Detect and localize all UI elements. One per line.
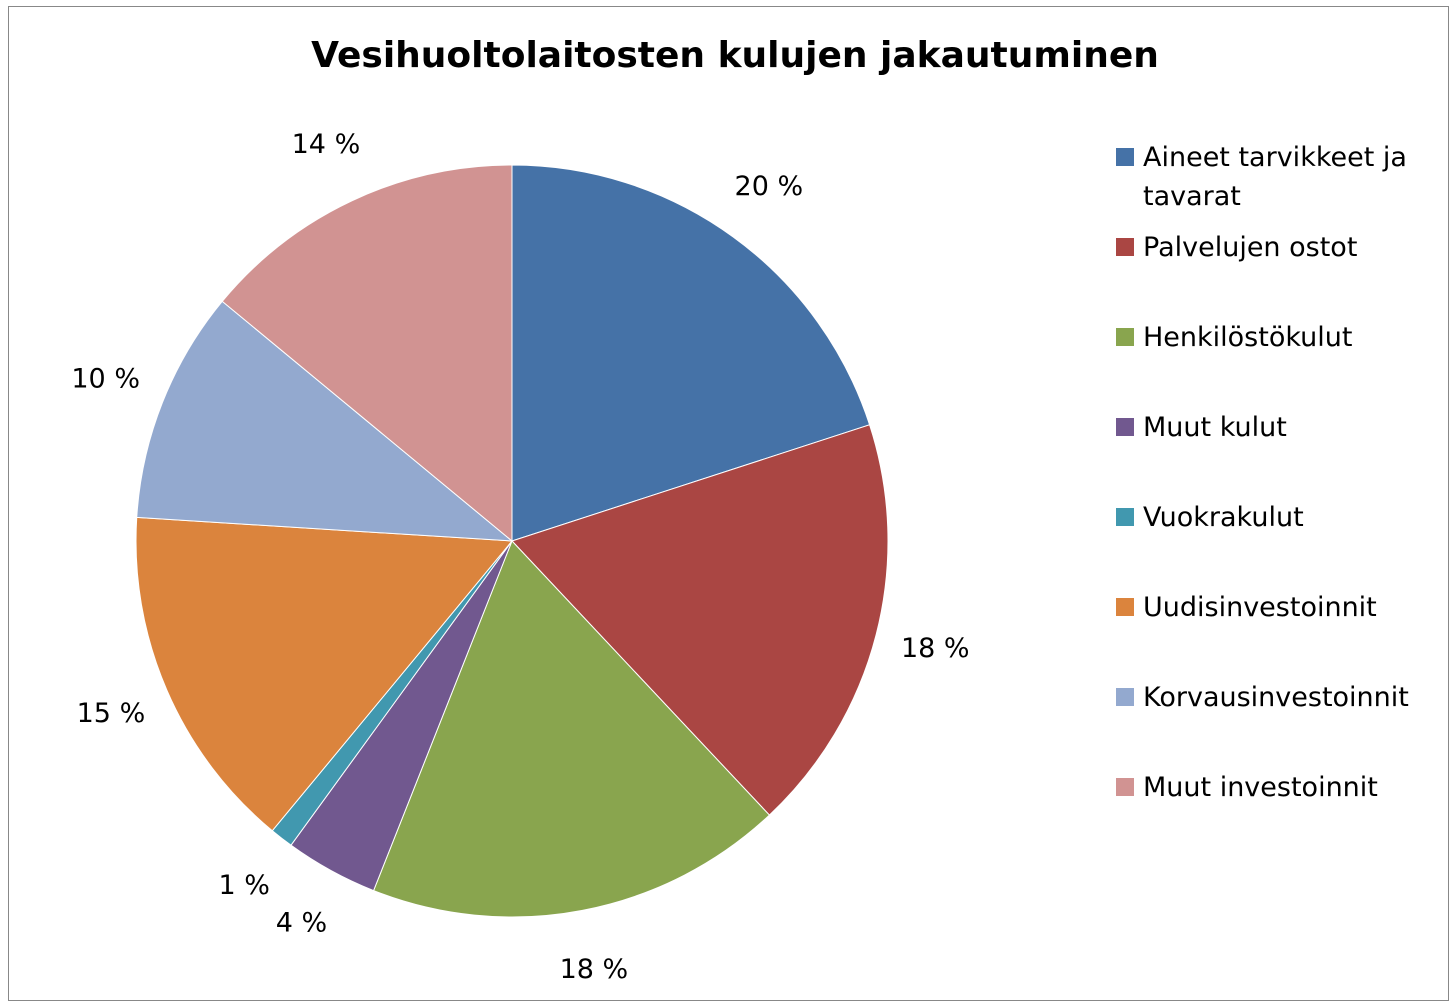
legend-label: Aineet tarvikkeet ja tavarat — [1143, 142, 1407, 212]
data-label: 1 % — [218, 870, 269, 901]
legend-label: Vuokrakulut — [1143, 502, 1304, 533]
data-label: 10 % — [71, 364, 140, 395]
legend: Aineet tarvikkeet ja tavarat Palvelujen o… — [1116, 138, 1436, 858]
data-label: 4 % — [276, 907, 327, 938]
legend-swatch — [1116, 778, 1134, 796]
data-label: 15 % — [77, 698, 146, 729]
legend-item: Henkilöstökulut — [1116, 318, 1436, 408]
legend-swatch — [1116, 238, 1134, 256]
legend-swatch — [1116, 148, 1134, 166]
pie-slice — [135, 516, 514, 832]
legend-label: Uudisinvestoinnit — [1143, 592, 1377, 623]
legend-swatch — [1116, 328, 1134, 346]
legend-label: Palvelujen ostot — [1143, 232, 1358, 263]
legend-item: Korvausinvestoinnit — [1116, 678, 1436, 768]
legend-swatch — [1116, 598, 1134, 616]
legend-swatch — [1116, 508, 1134, 526]
pie-slice — [511, 164, 871, 542]
chart-border — [8, 6, 1449, 1001]
chart-title: Vesihuoltolaitosten kulujen jakautuminen — [311, 35, 1159, 76]
pie-slice — [221, 164, 513, 543]
legend-item: Muut investoinnit — [1116, 768, 1436, 858]
legend-swatch — [1116, 418, 1134, 436]
legend-item: Vuokrakulut — [1116, 498, 1436, 588]
data-label: 18 % — [901, 633, 970, 664]
data-label: 14 % — [292, 129, 361, 160]
legend-item: Aineet tarvikkeet ja tavarat — [1116, 138, 1436, 228]
legend-label: Muut kulut — [1143, 412, 1287, 443]
pie-slice — [136, 300, 514, 542]
legend-label: Muut investoinnit — [1143, 772, 1378, 803]
legend-item: Uudisinvestoinnit — [1116, 588, 1436, 678]
legend-item: Palvelujen ostot — [1116, 228, 1436, 318]
legend-label: Henkilöstökulut — [1143, 322, 1353, 353]
legend-label: Korvausinvestoinnit — [1143, 682, 1409, 713]
legend-swatch — [1116, 688, 1134, 706]
legend-item: Muut kulut — [1116, 408, 1436, 498]
data-label: 20 % — [735, 171, 804, 202]
pie-slice — [372, 540, 771, 918]
pie-slice — [511, 424, 889, 816]
data-label: 18 % — [560, 954, 629, 985]
